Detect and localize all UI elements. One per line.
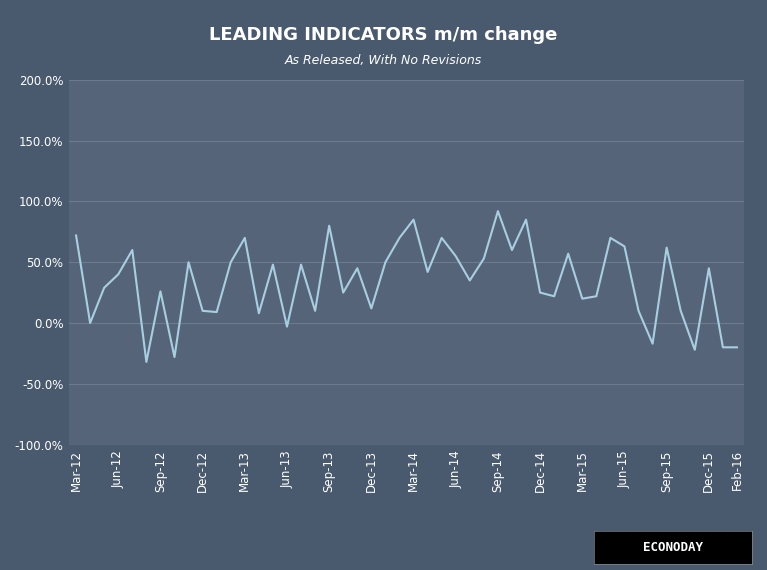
- Text: LEADING INDICATORS m/m change: LEADING INDICATORS m/m change: [209, 26, 558, 44]
- Text: ECONODAY: ECONODAY: [643, 542, 703, 554]
- Text: As Released, With No Revisions: As Released, With No Revisions: [285, 54, 482, 67]
